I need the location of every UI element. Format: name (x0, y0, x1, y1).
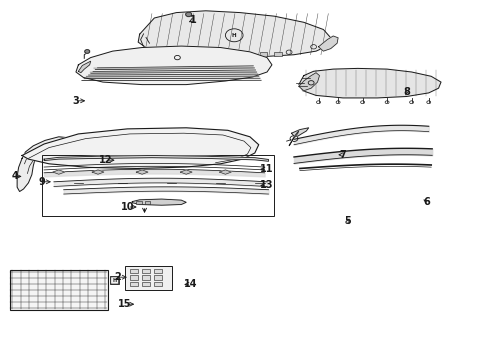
Bar (154, 269, 162, 273)
Bar (130, 282, 138, 286)
Bar (110, 276, 119, 284)
Polygon shape (289, 130, 299, 146)
Bar (130, 269, 138, 273)
Text: 3: 3 (73, 96, 79, 106)
Bar (274, 52, 282, 56)
Polygon shape (292, 128, 309, 136)
Text: 2: 2 (114, 272, 121, 282)
Text: 13: 13 (260, 180, 274, 190)
Polygon shape (17, 137, 66, 192)
Polygon shape (220, 170, 231, 174)
Text: 1: 1 (190, 15, 197, 25)
Polygon shape (22, 128, 259, 168)
Polygon shape (44, 156, 269, 161)
Circle shape (85, 50, 90, 53)
Bar (142, 282, 150, 286)
Bar (130, 275, 138, 280)
Bar (260, 52, 267, 56)
Polygon shape (299, 73, 319, 91)
Text: 10: 10 (121, 202, 134, 212)
Bar (125, 266, 172, 290)
Bar (145, 201, 150, 204)
Text: 9: 9 (38, 177, 45, 187)
Text: 6: 6 (423, 197, 430, 207)
Text: 15: 15 (118, 299, 132, 309)
Bar (42, 155, 274, 216)
Text: 8: 8 (403, 87, 410, 97)
Bar (245, 52, 252, 56)
Polygon shape (180, 170, 192, 174)
Text: 12: 12 (98, 155, 112, 165)
FancyBboxPatch shape (111, 277, 119, 284)
Text: 4: 4 (11, 171, 18, 181)
Bar (10, 270, 108, 310)
Bar (136, 201, 142, 204)
Polygon shape (138, 11, 331, 58)
Circle shape (186, 12, 192, 17)
Text: H: H (113, 278, 117, 283)
Bar (154, 282, 162, 286)
Polygon shape (132, 199, 186, 205)
Bar (142, 269, 150, 273)
Polygon shape (76, 46, 272, 85)
Polygon shape (53, 170, 65, 174)
Text: 14: 14 (184, 279, 198, 289)
Text: H: H (232, 33, 237, 38)
Text: 5: 5 (344, 216, 351, 226)
Polygon shape (92, 170, 104, 174)
Text: 7: 7 (340, 150, 346, 160)
Text: 11: 11 (260, 164, 274, 174)
Polygon shape (318, 36, 338, 51)
Bar (142, 275, 150, 280)
Polygon shape (136, 170, 148, 174)
Polygon shape (299, 68, 441, 98)
Polygon shape (78, 61, 91, 73)
Bar (154, 275, 162, 280)
